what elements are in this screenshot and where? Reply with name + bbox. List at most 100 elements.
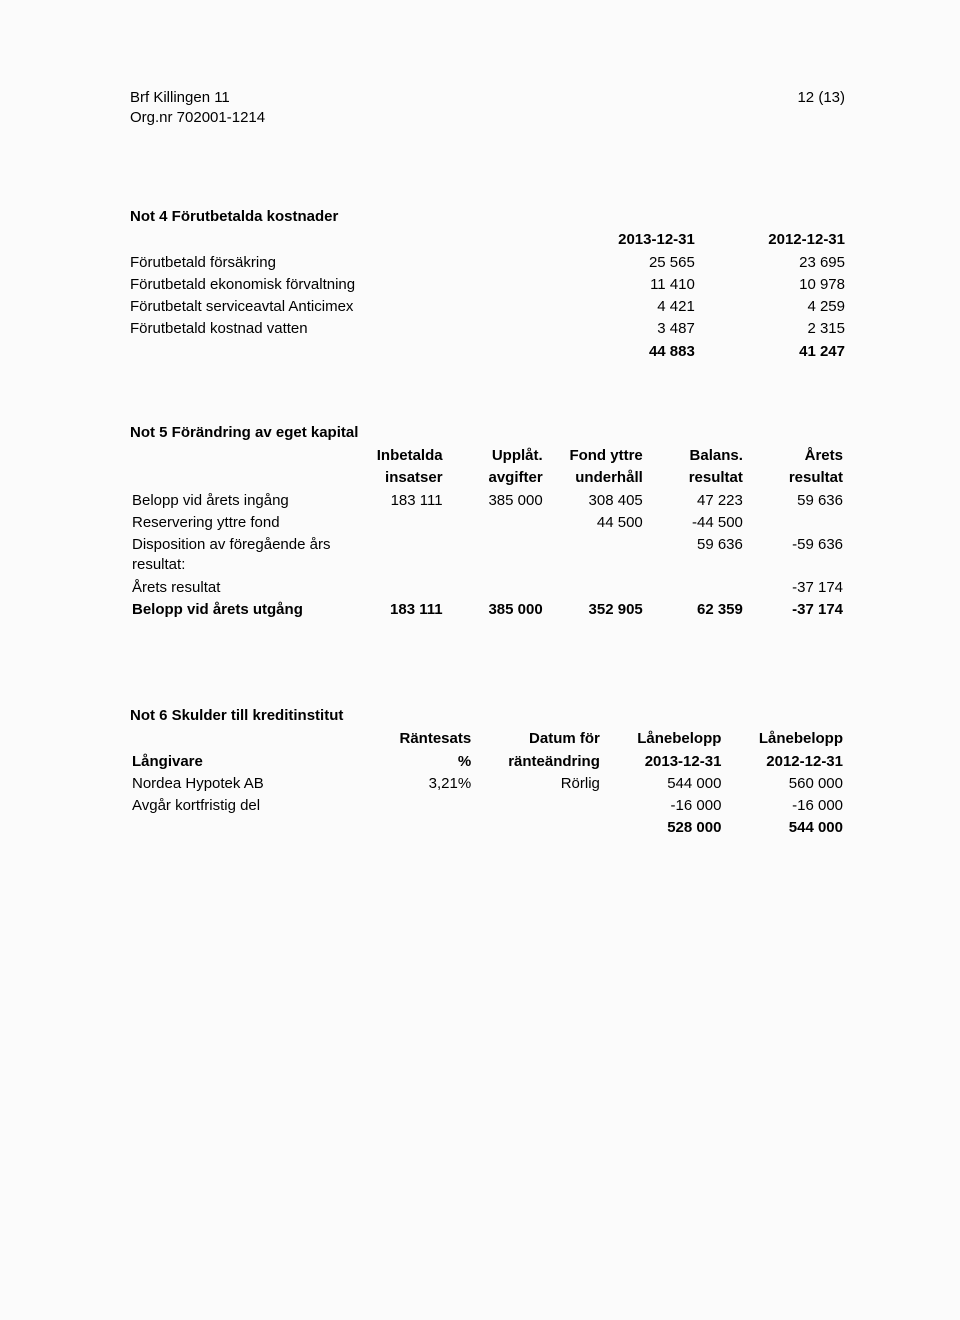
cell: -37 174: [745, 577, 845, 599]
not4-col2: 2012-12-31: [695, 229, 845, 251]
row-label: Nordea Hypotek AB: [130, 773, 359, 795]
table-row: Förutbetald kostnad vatten 3 487 2 315: [130, 318, 845, 340]
cell: 560 000: [723, 773, 845, 795]
cell: 2 315: [695, 318, 845, 340]
not6-header-row2: Långivare % ränteändring 2013-12-31 2012…: [130, 751, 845, 773]
h-c5a: Årets: [745, 445, 845, 467]
table-row: Förutbetalt serviceavtal Anticimex 4 421…: [130, 296, 845, 318]
h-c4b: resultat: [645, 467, 745, 489]
not6-title: Not 6 Skulder till kreditinstitut: [130, 706, 845, 726]
not5-table: Inbetalda Upplåt. Fond yttre Balans. Åre…: [130, 445, 845, 621]
row-label: Förutbetalt serviceavtal Anticimex: [130, 296, 545, 318]
cell: [345, 534, 445, 577]
cell: [745, 512, 845, 534]
cell: 62 359: [645, 599, 745, 621]
cell: -44 500: [645, 512, 745, 534]
cell: [545, 534, 645, 577]
cell: 385 000: [445, 599, 545, 621]
row-label: Belopp vid årets ingång: [130, 490, 345, 512]
row-label: Avgår kortfristig del: [130, 795, 359, 817]
h-c2a: Datum för: [473, 728, 602, 750]
table-row: Avgår kortfristig del -16 000 -16 000: [130, 795, 845, 817]
table-row: Förutbetald ekonomisk förvaltning 11 410…: [130, 274, 845, 296]
h-c4a: Lånebelopp: [723, 728, 845, 750]
cell: 11 410: [545, 274, 695, 296]
not4-header-row: 2013-12-31 2012-12-31: [130, 229, 845, 251]
cell: 44 883: [545, 341, 695, 363]
cell: [545, 577, 645, 599]
h-c1a: Inbetalda: [345, 445, 445, 467]
h-c1b: %: [359, 751, 473, 773]
cell: 183 111: [345, 490, 445, 512]
row-label: Förutbetald försäkring: [130, 252, 545, 274]
cell: 47 223: [645, 490, 745, 512]
h-c1a: Räntesats: [359, 728, 473, 750]
h-c2b: avgifter: [445, 467, 545, 489]
table-row: Förutbetald försäkring 25 565 23 695: [130, 252, 845, 274]
cell: -37 174: [745, 599, 845, 621]
cell: Rörlig: [473, 773, 602, 795]
h-c5b: resultat: [745, 467, 845, 489]
header-left: Brf Killingen 11 Org.nr 702001-1214: [130, 88, 265, 127]
h-c1b: insatser: [345, 467, 445, 489]
cell: [645, 577, 745, 599]
not5-header-row1: Inbetalda Upplåt. Fond yttre Balans. Åre…: [130, 445, 845, 467]
not6-total-row: 528 000 544 000: [130, 817, 845, 839]
table-row: Belopp vid årets ingång 183 111 385 000 …: [130, 490, 845, 512]
cell: 528 000: [602, 817, 724, 839]
not4-col1: 2013-12-31: [545, 229, 695, 251]
h-c4a: Balans.: [645, 445, 745, 467]
page-header: Brf Killingen 11 Org.nr 702001-1214 12 (…: [130, 88, 845, 127]
not5-header-row2: insatser avgifter underhåll resultat res…: [130, 467, 845, 489]
not6-header-row1: Räntesats Datum för Lånebelopp Lånebelop…: [130, 728, 845, 750]
cell: 4 259: [695, 296, 845, 318]
cell: 3 487: [545, 318, 695, 340]
not4-total-row: 44 883 41 247: [130, 341, 845, 363]
cell: 4 421: [545, 296, 695, 318]
cell: [445, 512, 545, 534]
table-row: Reservering yttre fond 44 500 -44 500: [130, 512, 845, 534]
cell: 308 405: [545, 490, 645, 512]
row-label: Förutbetald kostnad vatten: [130, 318, 545, 340]
row-label: Disposition av föregående års resultat:: [130, 534, 345, 577]
row-label: Årets resultat: [130, 577, 345, 599]
page-number: 12 (13): [797, 88, 845, 127]
cell: 41 247: [695, 341, 845, 363]
cell: [473, 795, 602, 817]
cell: 544 000: [602, 773, 724, 795]
cell: [345, 512, 445, 534]
cell: -59 636: [745, 534, 845, 577]
cell: 25 565: [545, 252, 695, 274]
h-c2b: ränteändring: [473, 751, 602, 773]
h-c3a: Lånebelopp: [602, 728, 724, 750]
org-number: Org.nr 702001-1214: [130, 108, 265, 128]
row-label: Reservering yttre fond: [130, 512, 345, 534]
h-c4b: 2012-12-31: [723, 751, 845, 773]
not4-table: 2013-12-31 2012-12-31 Förutbetald försäk…: [130, 229, 845, 363]
cell: 385 000: [445, 490, 545, 512]
total-label: Belopp vid årets utgång: [130, 599, 345, 621]
h-lender: Långivare: [130, 751, 359, 773]
h-c3b: underhåll: [545, 467, 645, 489]
not5-title: Not 5 Förändring av eget kapital: [130, 423, 845, 443]
cell: [359, 795, 473, 817]
cell: 3,21%: [359, 773, 473, 795]
cell: 183 111: [345, 599, 445, 621]
not6-table: Räntesats Datum för Lånebelopp Lånebelop…: [130, 728, 845, 839]
page: Brf Killingen 11 Org.nr 702001-1214 12 (…: [0, 0, 960, 1320]
cell: 544 000: [723, 817, 845, 839]
cell: -16 000: [723, 795, 845, 817]
not4-title: Not 4 Förutbetalda kostnader: [130, 207, 845, 227]
table-row: Disposition av föregående års resultat: …: [130, 534, 845, 577]
company-name: Brf Killingen 11: [130, 88, 265, 108]
table-row: Nordea Hypotek AB 3,21% Rörlig 544 000 5…: [130, 773, 845, 795]
cell: 352 905: [545, 599, 645, 621]
cell: -16 000: [602, 795, 724, 817]
not5-total-row: Belopp vid årets utgång 183 111 385 000 …: [130, 599, 845, 621]
row-label: Förutbetald ekonomisk förvaltning: [130, 274, 545, 296]
h-c2a: Upplåt.: [445, 445, 545, 467]
cell: [345, 577, 445, 599]
cell: [445, 534, 545, 577]
cell: 44 500: [545, 512, 645, 534]
cell: 10 978: [695, 274, 845, 296]
